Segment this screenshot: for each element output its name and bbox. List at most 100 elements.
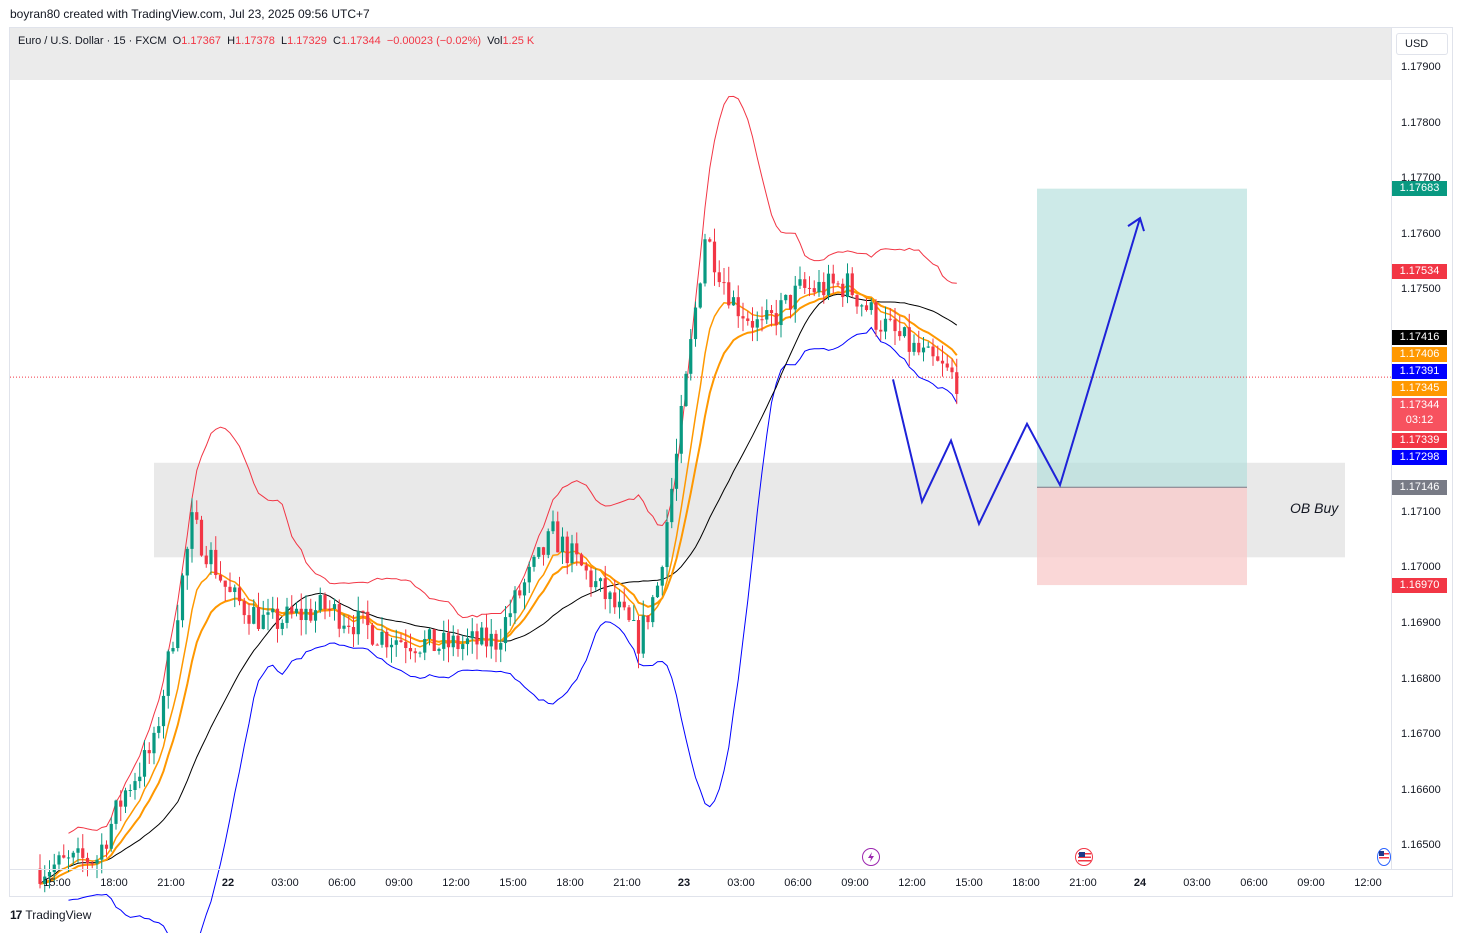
candle — [584, 561, 588, 580]
candle-body — [299, 608, 303, 621]
candle — [62, 844, 66, 859]
candle-body — [408, 648, 413, 652]
price-tag-value: 1.17391 — [1399, 364, 1440, 377]
candle — [347, 615, 351, 634]
candle-body — [689, 339, 693, 374]
candle — [560, 527, 565, 565]
candle-body — [275, 608, 280, 629]
price-tag: 1.17298 — [1392, 449, 1447, 465]
candle — [670, 477, 674, 529]
candle-body — [950, 367, 954, 373]
time-tick: 12:00 — [442, 877, 470, 889]
us-flag-event-icon[interactable] — [1075, 848, 1093, 866]
candle — [271, 596, 275, 619]
candle — [81, 834, 85, 873]
flag-event-icon[interactable] — [1377, 848, 1391, 866]
candle-body — [589, 570, 593, 588]
candle-body — [114, 800, 118, 824]
candle — [446, 619, 451, 663]
candle-body — [679, 406, 683, 454]
candle — [926, 341, 930, 349]
candle — [280, 619, 284, 636]
candle-body — [655, 585, 660, 598]
candle — [166, 649, 170, 709]
candle — [451, 625, 455, 657]
candle — [522, 578, 527, 610]
candle — [123, 787, 128, 814]
candle-body — [807, 287, 812, 289]
candle — [755, 311, 759, 342]
price-tag: 1.17391 — [1392, 363, 1447, 379]
candle-body — [375, 644, 379, 646]
candle-body — [233, 587, 237, 593]
candle-body — [575, 543, 579, 555]
candle — [114, 799, 118, 830]
candle — [247, 603, 251, 635]
candle — [95, 855, 99, 879]
candle — [651, 594, 655, 628]
candle — [760, 306, 764, 332]
candle — [679, 394, 683, 464]
candle — [427, 628, 432, 646]
candle-body — [252, 607, 256, 624]
candle — [423, 630, 427, 661]
candle-body — [670, 488, 674, 523]
candle — [233, 584, 237, 608]
candle — [803, 272, 807, 294]
candle-body — [788, 294, 793, 310]
candle — [290, 595, 294, 619]
price-tick: 1.17600 — [1401, 227, 1441, 240]
candle — [594, 568, 598, 591]
candle-body — [632, 620, 636, 622]
price-tick: 1.16800 — [1401, 672, 1441, 685]
candle-body — [869, 302, 873, 311]
candle — [57, 851, 61, 871]
candle-body — [413, 651, 417, 654]
candle — [180, 573, 185, 628]
price-scale-border — [1391, 28, 1392, 870]
candle — [646, 615, 650, 630]
candle — [793, 275, 797, 323]
candle — [788, 294, 793, 319]
candle-body — [90, 863, 94, 865]
candle-body — [674, 453, 679, 489]
currency-button[interactable]: USD — [1396, 33, 1448, 55]
candle-body — [223, 580, 227, 587]
candle — [717, 260, 721, 288]
candle-body — [926, 346, 930, 348]
time-tick: 12:00 — [898, 877, 926, 889]
candle — [537, 547, 541, 559]
ema-slow — [39, 289, 958, 885]
candle — [204, 545, 208, 568]
candle-body — [432, 629, 436, 651]
candle — [936, 345, 940, 362]
candle-body — [109, 823, 113, 849]
candle — [879, 320, 883, 341]
candle — [475, 623, 479, 660]
candle-body — [76, 848, 80, 853]
time-tick: 09:00 — [1297, 877, 1325, 889]
target-zone — [1037, 188, 1247, 488]
price-tag: 1.17416 — [1392, 329, 1447, 345]
candle-body — [855, 295, 859, 307]
time-tick: 09:00 — [841, 877, 869, 889]
candle — [133, 772, 137, 800]
candle-body — [560, 536, 565, 553]
lightning-event-icon[interactable] — [862, 848, 880, 866]
candle-body — [546, 531, 550, 555]
candle-body — [418, 652, 422, 654]
candle — [693, 301, 698, 347]
tradingview-logo[interactable]: 17 TradingView — [10, 908, 91, 922]
candle-body — [503, 617, 508, 644]
candle — [52, 853, 56, 882]
symbol-legend[interactable]: Euro / U.S. Dollar · 15 · FXCM O1.17367 … — [18, 35, 534, 47]
candle-body — [337, 604, 341, 629]
price-tag-value: 1.17146 — [1399, 480, 1440, 493]
time-tick: 22 — [221, 877, 235, 889]
moving-average-black — [39, 293, 958, 885]
price-tag-value: 1.17683 — [1399, 182, 1440, 195]
high-label: H — [227, 35, 236, 47]
candle — [489, 618, 493, 659]
candle-body — [370, 625, 375, 645]
